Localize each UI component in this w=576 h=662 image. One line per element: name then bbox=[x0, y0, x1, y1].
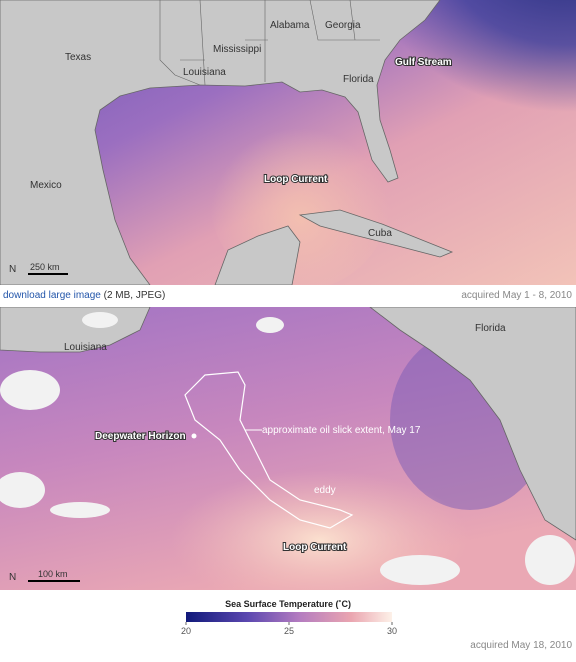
colorbar-tick-label: 25 bbox=[284, 626, 294, 636]
label: Louisiana bbox=[183, 67, 226, 78]
download-link[interactable]: download large image bbox=[3, 290, 101, 301]
label: Deepwater Horizon bbox=[95, 431, 186, 442]
label: Florida bbox=[475, 323, 506, 334]
label: Florida bbox=[343, 74, 374, 85]
label: Mexico bbox=[30, 180, 62, 191]
florida-land bbox=[369, 307, 576, 541]
label: eddy bbox=[314, 485, 336, 496]
label: Cuba bbox=[368, 228, 392, 239]
well-site bbox=[191, 433, 197, 439]
link-note: (2 MB, JPEG) bbox=[104, 290, 166, 301]
label: Loop Current bbox=[283, 542, 347, 553]
colorbar-title: Sea Surface Temperature (˚C) bbox=[225, 599, 351, 609]
borders bbox=[159, 0, 380, 86]
label: Mississippi bbox=[213, 44, 261, 55]
scale-label: 100 km bbox=[38, 569, 68, 579]
north-arrow: N bbox=[9, 264, 16, 275]
colorbar-tick-label: 20 bbox=[181, 626, 191, 636]
date: acquired May 18, 2010 bbox=[470, 640, 572, 651]
label: approximate oil slick extent, May 17 bbox=[262, 425, 421, 436]
label: Loop Current bbox=[264, 174, 328, 185]
caption: download large image (2 MB, JPEG) bbox=[3, 290, 165, 301]
label: Alabama bbox=[270, 20, 310, 31]
map-top: Texas Alabama Georgia Mississippi Louisi… bbox=[0, 0, 576, 285]
colorbar bbox=[186, 612, 392, 622]
yucatan bbox=[214, 225, 301, 285]
label: Louisiana bbox=[64, 342, 107, 353]
scale-label: 250 km bbox=[30, 262, 60, 272]
label: Georgia bbox=[325, 20, 361, 31]
label: Texas bbox=[65, 52, 91, 63]
colorbar-tick-label: 30 bbox=[387, 626, 397, 636]
map-bottom: Louisiana Florida Deepwater Horizon appr… bbox=[0, 307, 576, 590]
clouds bbox=[0, 312, 575, 585]
cuba-land bbox=[298, 209, 454, 258]
date: acquired May 1 - 8, 2010 bbox=[461, 290, 572, 301]
land bbox=[0, 0, 441, 285]
label: Gulf Stream bbox=[395, 57, 452, 68]
north-arrow: N bbox=[9, 572, 16, 583]
oil-slick-outline bbox=[184, 371, 354, 529]
